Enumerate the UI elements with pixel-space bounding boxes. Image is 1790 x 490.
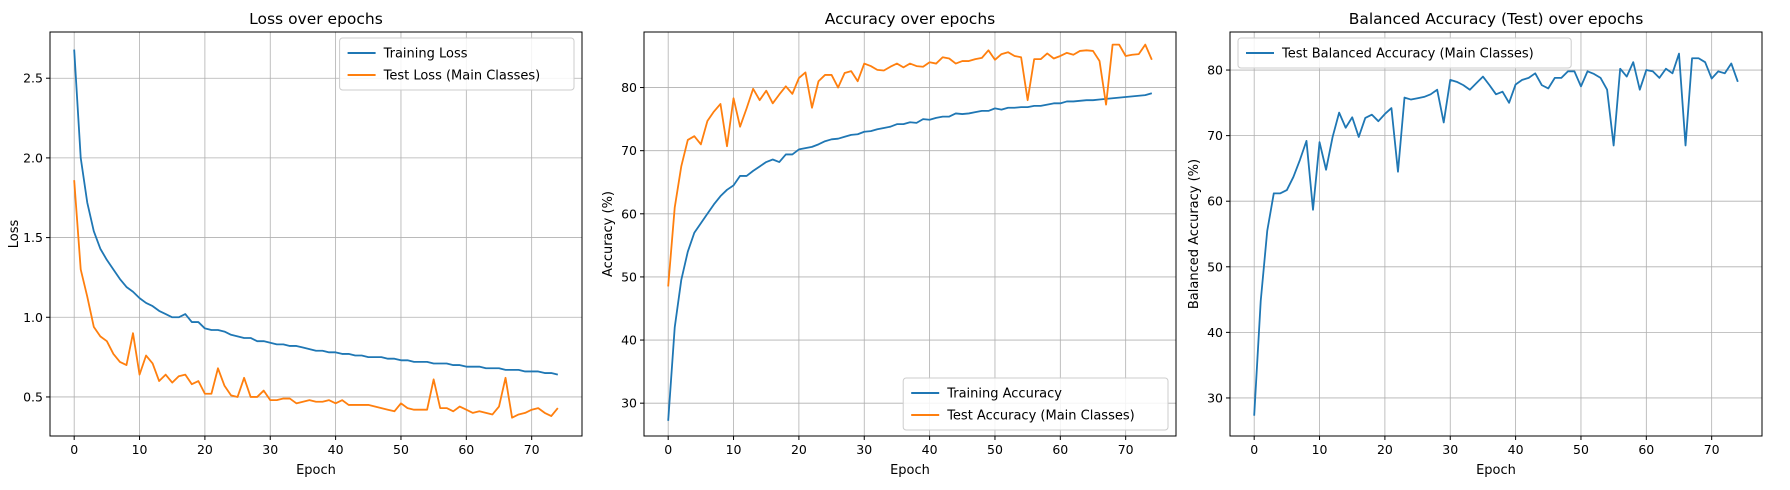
y-tick-label: 1.0 bbox=[23, 310, 43, 325]
legend-label-2: Test Accuracy (Main Classes) bbox=[946, 409, 1134, 424]
series-line-2 bbox=[667, 43, 1153, 287]
x-tick-label: 70 bbox=[524, 442, 540, 457]
y-tick-label: 80 bbox=[1207, 63, 1223, 78]
y-tick-label: 70 bbox=[621, 143, 637, 158]
chart-panel-3: 0 10 20 30 40 50 60 70 30 40 50 60 70 80 Balanced Accu… bbox=[1187, 10, 1763, 478]
x-tick-label: 50 bbox=[1573, 442, 1589, 457]
plot-frame bbox=[1229, 31, 1763, 437]
y-tick-label: 1.5 bbox=[23, 230, 43, 245]
y-tick-label: 70 bbox=[1207, 128, 1223, 143]
legend-label-1: Training Loss bbox=[383, 47, 468, 62]
series-line-1 bbox=[667, 92, 1153, 421]
x-axis-label: Epoch bbox=[296, 463, 336, 478]
y-tick-label: 60 bbox=[621, 206, 637, 221]
x-tick-label: 70 bbox=[1704, 442, 1720, 457]
y-axis-label: Balanced Accuracy (%) bbox=[1187, 159, 1202, 309]
x-tick-label: 20 bbox=[197, 442, 213, 457]
x-tick-label: 70 bbox=[1118, 442, 1134, 457]
chart-panel-2: 0 10 20 30 40 50 60 70 30 40 50 60 70 80 Accuracy over… bbox=[601, 10, 1177, 478]
x-tick-label: 10 bbox=[132, 442, 148, 457]
legend-label-1: Test Balanced Accuracy (Main Classes) bbox=[1281, 47, 1534, 62]
x-tick-label: 0 bbox=[1250, 442, 1258, 457]
x-tick-label: 20 bbox=[1377, 442, 1393, 457]
x-tick-label: 30 bbox=[1442, 442, 1458, 457]
x-tick-label: 40 bbox=[328, 442, 344, 457]
x-tick-label: 50 bbox=[987, 442, 1003, 457]
y-tick-label: 40 bbox=[1207, 325, 1223, 340]
y-tick-label: 2.0 bbox=[23, 150, 43, 165]
x-tick-label: 20 bbox=[791, 442, 807, 457]
chart-title: Loss over epochs bbox=[249, 10, 383, 28]
legend-box bbox=[339, 37, 575, 91]
x-tick-label: 40 bbox=[922, 442, 938, 457]
chart-title: Balanced Accuracy (Test) over epochs bbox=[1349, 10, 1644, 28]
legend-label-2: Test Loss (Main Classes) bbox=[383, 69, 541, 84]
y-tick-label: 40 bbox=[621, 333, 637, 348]
y-tick-label: 30 bbox=[621, 396, 637, 411]
series-line-2 bbox=[73, 180, 559, 419]
legend-label-1: Training Accuracy bbox=[946, 387, 1062, 402]
plot-frame bbox=[49, 31, 583, 437]
y-tick-label: 80 bbox=[621, 80, 637, 95]
y-axis-label: Accuracy (%) bbox=[601, 191, 616, 277]
y-axis-label: Loss bbox=[7, 220, 22, 249]
y-tick-label: 0.5 bbox=[23, 389, 43, 404]
x-tick-label: 0 bbox=[664, 442, 672, 457]
x-tick-label: 60 bbox=[1638, 442, 1654, 457]
x-tick-label: 60 bbox=[458, 442, 474, 457]
y-tick-label: 30 bbox=[1207, 390, 1223, 405]
series-line-1 bbox=[1253, 52, 1739, 416]
legend: Test Balanced Accuracy (Main Classes) bbox=[1237, 37, 1572, 69]
x-axis-label: Epoch bbox=[890, 463, 930, 478]
x-tick-label: 50 bbox=[393, 442, 409, 457]
x-tick-label: 30 bbox=[856, 442, 872, 457]
legend-box bbox=[902, 377, 1169, 431]
x-axis-label: Epoch bbox=[1476, 463, 1516, 478]
chart-title: Accuracy over epochs bbox=[825, 10, 995, 28]
y-tick-label: 60 bbox=[1207, 194, 1223, 209]
chart-panel-1: 0 10 20 30 40 50 60 70 0.5 1.0 1.5 2.0 2.5 Loss over … bbox=[7, 10, 583, 478]
x-tick-label: 60 bbox=[1052, 442, 1068, 457]
y-tick-label: 50 bbox=[1207, 259, 1223, 274]
y-tick-label: 2.5 bbox=[23, 71, 43, 86]
x-tick-label: 10 bbox=[1312, 442, 1328, 457]
x-tick-label: 30 bbox=[262, 442, 278, 457]
y-tick-label: 50 bbox=[621, 269, 637, 284]
series-line-1 bbox=[73, 49, 559, 376]
legend-box bbox=[1237, 37, 1572, 69]
x-tick-label: 10 bbox=[726, 442, 742, 457]
plot-frame bbox=[643, 31, 1177, 437]
legend: Training Accuracy Test Accuracy (Main Cla… bbox=[902, 377, 1169, 431]
x-tick-label: 0 bbox=[70, 442, 78, 457]
legend: Training Loss Test Loss (Main Classes) bbox=[339, 37, 575, 91]
x-tick-label: 40 bbox=[1508, 442, 1524, 457]
